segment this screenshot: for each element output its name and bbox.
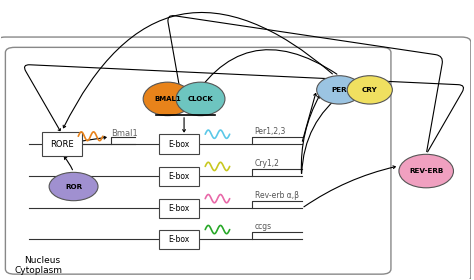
- Text: BMAL1: BMAL1: [154, 96, 181, 102]
- Text: E-box: E-box: [169, 235, 190, 244]
- FancyBboxPatch shape: [5, 47, 391, 274]
- Text: REV-ERB: REV-ERB: [409, 168, 443, 174]
- Ellipse shape: [347, 76, 392, 104]
- Text: Cry1,2: Cry1,2: [255, 159, 280, 168]
- Text: E-box: E-box: [169, 139, 190, 148]
- Text: Nucleus: Nucleus: [24, 256, 60, 265]
- Text: RORE: RORE: [50, 139, 73, 148]
- FancyBboxPatch shape: [42, 132, 82, 156]
- FancyBboxPatch shape: [0, 37, 471, 280]
- Text: E-box: E-box: [169, 172, 190, 181]
- Text: Rev-erb α,β: Rev-erb α,β: [255, 191, 299, 200]
- FancyBboxPatch shape: [159, 199, 200, 218]
- Ellipse shape: [143, 82, 192, 116]
- Text: ccgs: ccgs: [255, 222, 272, 231]
- Ellipse shape: [399, 154, 454, 188]
- Text: Cytoplasm: Cytoplasm: [15, 266, 63, 275]
- Ellipse shape: [176, 82, 225, 116]
- Text: ROR: ROR: [65, 183, 82, 190]
- Text: PER: PER: [331, 87, 347, 93]
- Text: E-box: E-box: [169, 204, 190, 213]
- FancyBboxPatch shape: [159, 167, 200, 186]
- Ellipse shape: [49, 172, 98, 201]
- Ellipse shape: [317, 76, 362, 104]
- Text: CRY: CRY: [362, 87, 378, 93]
- FancyBboxPatch shape: [159, 134, 200, 154]
- Text: CLOCK: CLOCK: [188, 96, 213, 102]
- Text: Bmal1: Bmal1: [111, 129, 138, 137]
- FancyBboxPatch shape: [159, 230, 200, 249]
- Text: Per1,2,3: Per1,2,3: [255, 127, 286, 136]
